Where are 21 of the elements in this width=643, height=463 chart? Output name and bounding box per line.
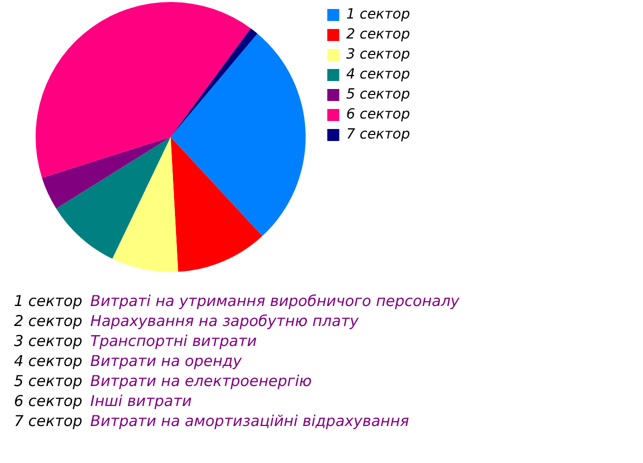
text: Витрати на електроенергію	[90, 372, 313, 390]
text: 4 сектор	[14, 352, 82, 370]
text: 1 сектор	[14, 292, 82, 310]
legend-label: 5 сектор	[346, 86, 410, 103]
text: 7 сектор	[14, 412, 82, 430]
text: Нарахування на заробутню плату	[90, 312, 360, 330]
legend-label: 1 сектор	[346, 6, 410, 23]
text: 5 сектор	[14, 372, 82, 390]
text: Витраті на утримання виробничого персоналу	[90, 292, 460, 310]
text: Інші витрати	[90, 392, 193, 410]
text: Транспортні витрати	[90, 332, 258, 350]
legend-label: 3 сектор	[346, 46, 410, 63]
text: 3 сектор	[14, 332, 82, 350]
text: Витрати на амортизаційні відрахування	[90, 412, 410, 430]
legend-label: 2 сектор	[346, 26, 410, 43]
legend-label: 4 сектор	[346, 66, 410, 83]
text: 6 сектор	[14, 392, 82, 410]
legend-label: 6 сектор	[346, 106, 410, 123]
text: Витрати на оренду	[90, 352, 243, 370]
text: 2 сектор	[14, 312, 82, 330]
legend-label: 7 сектор	[346, 126, 410, 143]
